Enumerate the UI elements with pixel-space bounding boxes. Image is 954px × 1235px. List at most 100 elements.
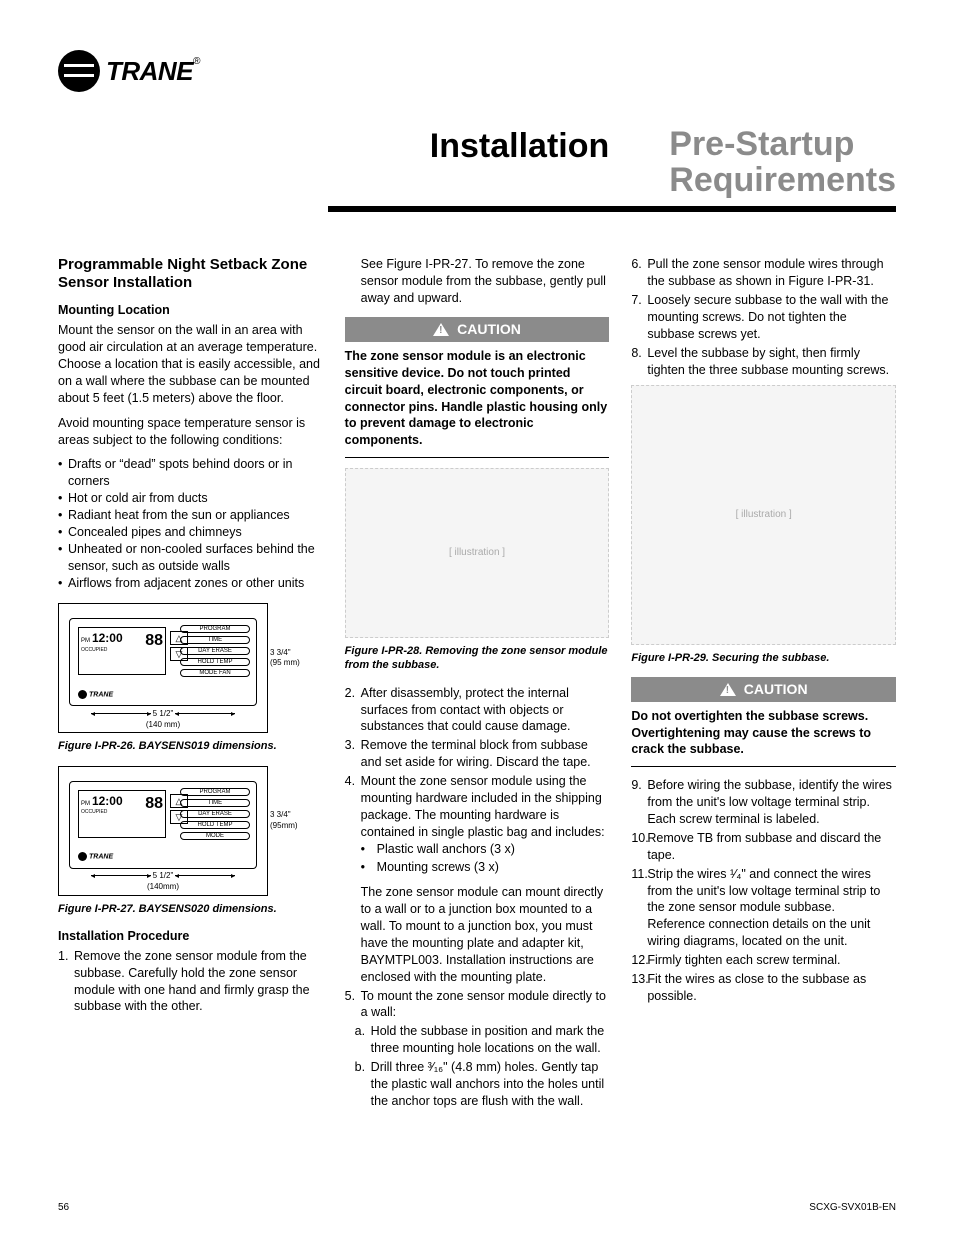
- warning-icon: [720, 683, 736, 696]
- doc-code: SCXG-SVX01B-EN: [809, 1202, 896, 1213]
- thermo-pm: PM: [81, 638, 90, 644]
- thermo-brand: TRANE: [89, 691, 113, 698]
- caution-banner: CAUTION: [631, 677, 896, 702]
- list-item: Concealed pipes and chimneys: [58, 524, 323, 541]
- step-item: 11.Strip the wires ¹⁄₄" and connect the …: [631, 866, 896, 950]
- subhead-mounting-location: Mounting Location: [58, 302, 323, 319]
- step-item: 4.Mount the zone sensor module using the…: [345, 773, 610, 986]
- thermo-btn: DAY ERASE: [180, 647, 250, 655]
- brand-name: TRANE: [106, 56, 200, 87]
- trane-globe-icon: [58, 50, 100, 92]
- list-item: Hot or cold air from ducts: [58, 490, 323, 507]
- thermo-brand: TRANE: [89, 853, 113, 860]
- step-item: 2.After disassembly, protect the interna…: [345, 685, 610, 736]
- step-item: 1.Remove the zone sensor module from the…: [58, 948, 323, 1016]
- list-item: Airflows from adjacent zones or other un…: [58, 575, 323, 592]
- caution-body: Do not overtighten the subbase screws. O…: [631, 708, 896, 759]
- list-item: Radiant heat from the sun or appliances: [58, 507, 323, 524]
- step-item: 10.Remove TB from subbase and discard th…: [631, 830, 896, 864]
- step-text: Mount the zone sensor module using the m…: [361, 774, 605, 839]
- step-text: Firmly tighten each screw terminal.: [647, 953, 840, 967]
- list-item: Drafts or “dead” spots behind doors or i…: [58, 456, 323, 490]
- page-headline: Installation Pre-Startup Requirements: [58, 127, 896, 198]
- brand-logo: TRANE: [58, 50, 896, 97]
- thermo-btn: PROGRAM: [180, 788, 250, 796]
- figure-ipr28: [ illustration ]: [345, 468, 610, 638]
- steps-list: 1.Remove the zone sensor module from the…: [58, 948, 323, 1016]
- rule: [345, 457, 610, 458]
- para: Avoid mounting space temperature sensor …: [58, 415, 323, 449]
- substep-text: Drill three ³⁄₁₆" (4.8 mm) holes. Gently…: [371, 1060, 604, 1108]
- para: Mount the sensor on the wall in an area …: [58, 322, 323, 406]
- step-text: Fit the wires as close to the subbase as…: [647, 972, 866, 1003]
- dim-height: 3 3/4": [270, 810, 291, 819]
- step-text: To mount the zone sensor module directly…: [361, 989, 606, 1020]
- headline-rule: [328, 206, 896, 212]
- thermo-btn: TIME: [180, 636, 250, 644]
- headline-prestartup: Pre-Startup Requirements: [669, 127, 896, 198]
- thermo-time: 12:00: [92, 631, 123, 645]
- step-text: After disassembly, protect the internal …: [361, 686, 571, 734]
- step-text: Remove TB from subbase and discard the t…: [647, 831, 881, 862]
- thermo-btn: HOLD TEMP: [180, 658, 250, 666]
- step-text: Strip the wires ¹⁄₄" and connect the wir…: [647, 867, 880, 949]
- column-3: 6.Pull the zone sensor module wires thro…: [631, 256, 896, 1111]
- thermo-btn: PROGRAM: [180, 625, 250, 633]
- page-number: 56: [58, 1202, 69, 1213]
- caution-label: CAUTION: [744, 680, 808, 699]
- step-item: 13.Fit the wires as close to the subbase…: [631, 971, 896, 1005]
- step-item: 8.Level the subbase by sight, then firml…: [631, 345, 896, 379]
- step-item: 3.Remove the terminal block from subbase…: [345, 737, 610, 771]
- dim-height-mm: (95 mm): [270, 658, 300, 667]
- thermo-temp: 88: [145, 630, 163, 652]
- thermo-time: 12:00: [92, 794, 123, 808]
- headline-installation: Installation: [430, 127, 609, 198]
- figure-caption: Figure I-PR-26. BAYSENS019 dimensions.: [58, 739, 323, 753]
- step-text: Remove the zone sensor module from the s…: [74, 949, 310, 1014]
- figure-ipr29: [ illustration ]: [631, 385, 896, 645]
- thermo-btn: MODE: [180, 832, 250, 840]
- step-text: Pull the zone sensor module wires throug…: [647, 257, 883, 288]
- step-item: 9.Before wiring the subbase, identify th…: [631, 777, 896, 828]
- para: See Figure I-PR-27. To remove the zone s…: [361, 256, 610, 307]
- step-text: Remove the terminal block from subbase a…: [361, 738, 591, 769]
- caution-body: The zone sensor module is an electronic …: [345, 348, 610, 449]
- content-columns: Programmable Night Setback Zone Sensor I…: [58, 256, 896, 1111]
- step-text: Before wiring the subbase, identify the …: [647, 778, 892, 826]
- figure-caption: Figure I-PR-27. BAYSENS020 dimensions.: [58, 902, 323, 916]
- thermo-btn: DAY ERASE: [180, 810, 250, 818]
- section-title: Programmable Night Setback Zone Sensor I…: [58, 256, 323, 292]
- dim-width: 5 1/2": [153, 871, 174, 880]
- sub-bullet: Mounting screws (3 x): [361, 859, 610, 876]
- step-text: Loosely secure subbase to the wall with …: [647, 293, 888, 341]
- steps-list: 2.After disassembly, protect the interna…: [345, 685, 610, 1022]
- column-1: Programmable Night Setback Zone Sensor I…: [58, 256, 323, 1111]
- step-item: 6.Pull the zone sensor module wires thro…: [631, 256, 896, 290]
- step-item: 5.To mount the zone sensor module direct…: [345, 988, 610, 1022]
- figure-caption: Figure I-PR-28. Removing the zone sensor…: [345, 644, 610, 673]
- headline-line1: Pre-Startup: [669, 127, 896, 163]
- thermo-temp: 88: [145, 793, 163, 815]
- dim-height: 3 3/4": [270, 648, 291, 657]
- dim-height-mm: (95mm): [270, 821, 298, 830]
- steps-list: 6.Pull the zone sensor module wires thro…: [631, 256, 896, 378]
- steps-list: 9.Before wiring the subbase, identify th…: [631, 777, 896, 1004]
- thermo-btn: TIME: [180, 799, 250, 807]
- warning-icon: [433, 323, 449, 336]
- caution-banner: CAUTION: [345, 317, 610, 342]
- substep-text: Hold the subbase in position and mark th…: [371, 1024, 604, 1055]
- caution-label: CAUTION: [457, 320, 521, 339]
- dim-width-mm: (140mm): [147, 882, 179, 891]
- rule: [631, 766, 896, 767]
- subhead-install-procedure: Installation Procedure: [58, 928, 323, 945]
- list-item: Unheated or non-cooled surfaces behind t…: [58, 541, 323, 575]
- conditions-list: Drafts or “dead” spots behind doors or i…: [58, 456, 323, 591]
- substep: b.Drill three ³⁄₁₆" (4.8 mm) holes. Gent…: [345, 1059, 610, 1110]
- thermo-pm: PM: [81, 801, 90, 807]
- column-2: See Figure I-PR-27. To remove the zone s…: [345, 256, 610, 1111]
- figure-ipr27: PM 12:00 88 OCCUPIED △ ▽ PROGRAM TIME DA…: [58, 766, 268, 896]
- step-text: Level the subbase by sight, then firmly …: [647, 346, 889, 377]
- step-item: 12.Firmly tighten each screw terminal.: [631, 952, 896, 969]
- page-footer: 56 SCXG-SVX01B-EN: [58, 1202, 896, 1213]
- figure-caption: Figure I-PR-29. Securing the subbase.: [631, 651, 896, 665]
